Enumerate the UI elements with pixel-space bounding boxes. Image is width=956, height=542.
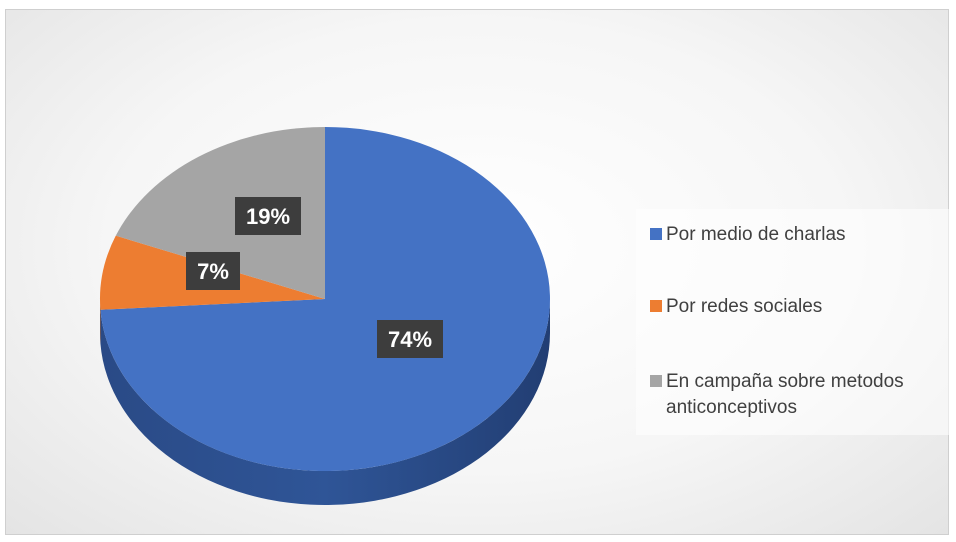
legend-swatch-charlas — [650, 228, 662, 240]
data-label-redes-sociales: 7% — [186, 252, 240, 290]
pie-slice-campana[interactable] — [115, 127, 325, 299]
svg-text:74%: 74% — [388, 327, 432, 352]
legend-item-redes-sociales[interactable]: Por redes sociales — [650, 294, 956, 320]
legend-label: En campaña sobre metodos anticonceptivos — [666, 371, 904, 418]
svg-text:19%: 19% — [246, 204, 290, 229]
legend-label: Por redes sociales — [666, 296, 823, 317]
pie-top — [100, 127, 550, 471]
legend: Por medio de charlas Por redes sociales … — [636, 209, 954, 435]
pie-side-wall — [100, 299, 551, 505]
data-label-campana: 19% — [235, 197, 301, 235]
pie-slice-charlas[interactable] — [100, 127, 550, 471]
data-label-charlas: 74% — [377, 320, 443, 358]
legend-item-campana[interactable]: En campaña sobre metodos anticonceptivos — [650, 369, 956, 421]
pie-side-charlas — [100, 299, 551, 505]
legend-label: Por medio de charlas — [666, 224, 846, 245]
legend-item-charlas[interactable]: Por medio de charlas — [650, 222, 956, 248]
legend-swatch-redes-sociales — [650, 300, 662, 312]
legend-swatch-campana — [650, 375, 662, 387]
pie-data-labels: 74% 7% 19% — [186, 197, 443, 358]
svg-text:7%: 7% — [197, 259, 229, 284]
